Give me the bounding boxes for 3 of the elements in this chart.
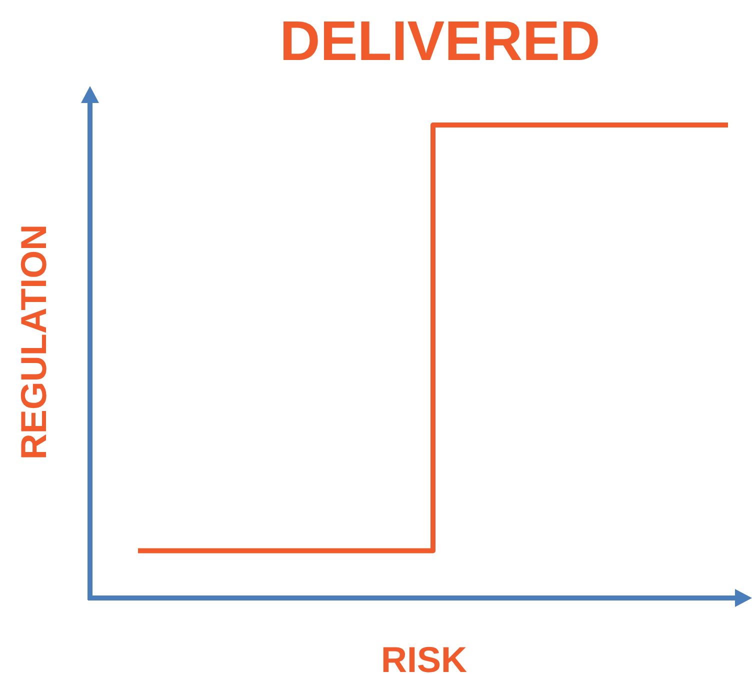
x-axis-title: RISK — [380, 639, 468, 674]
y-axis-title: REGULATION — [13, 224, 54, 460]
chart-title: DELIVERED — [280, 9, 600, 72]
